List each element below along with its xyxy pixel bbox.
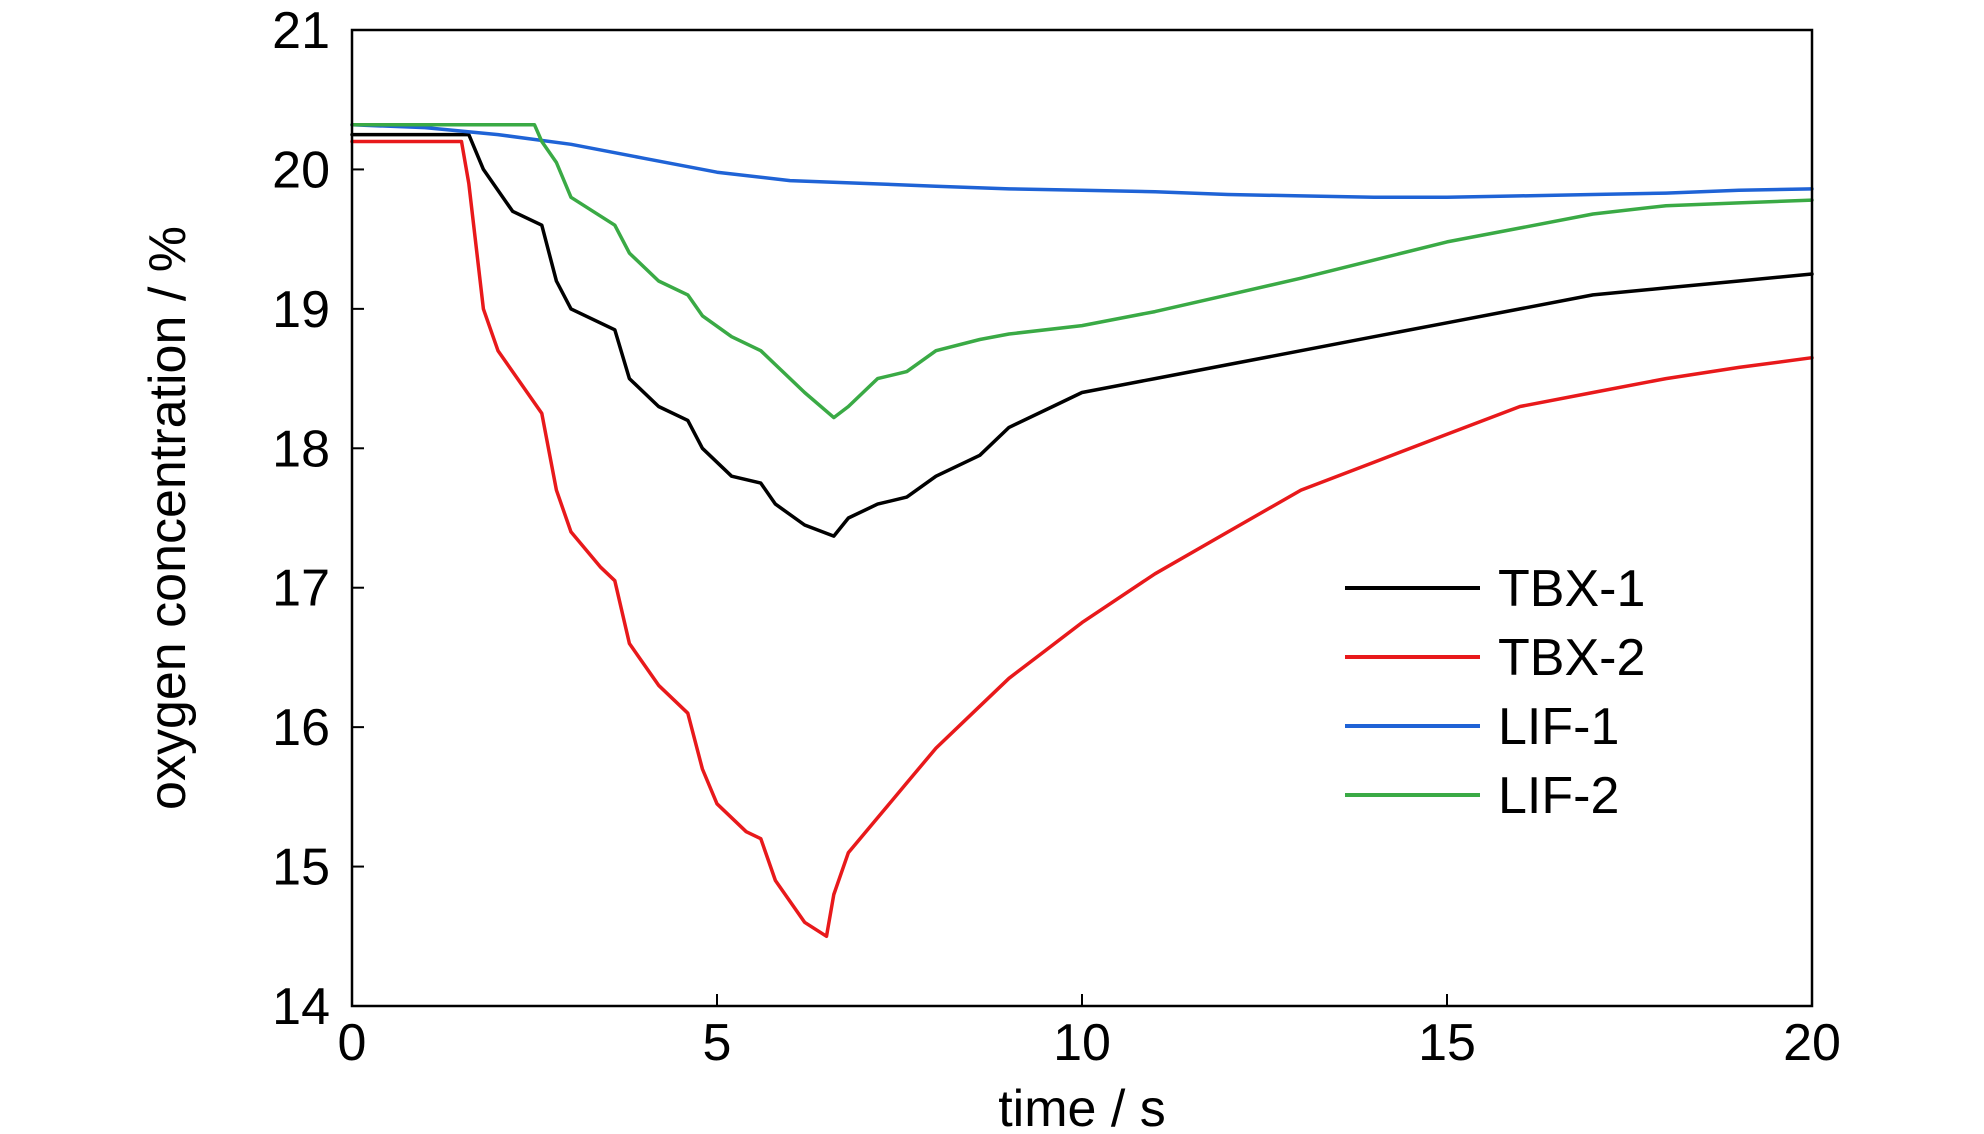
- series-layer: [350, 123, 1814, 939]
- x-axis-title: time / s: [998, 1080, 1166, 1134]
- legend-label-lif-2: LIF-2: [1498, 767, 1619, 825]
- y-axis-title: oxygen concentration / %: [139, 226, 197, 810]
- x-tick-label: 15: [1418, 1014, 1476, 1072]
- y-tick-label: 15: [272, 839, 330, 897]
- y-tick-label: 17: [272, 560, 330, 618]
- legend-label-lif-1: LIF-1: [1498, 698, 1619, 756]
- x-tick-label: 0: [338, 1014, 367, 1072]
- x-tick-label: 20: [1783, 1014, 1841, 1072]
- y-tick-label: 21: [272, 2, 330, 60]
- y-tick-label: 20: [272, 141, 330, 199]
- x-tick-label: 5: [703, 1014, 732, 1072]
- series-line-lif-1: [350, 123, 1814, 200]
- x-tick-label: 10: [1053, 1014, 1111, 1072]
- tick-layer: 0 5 10 15 20 14 15 16 17 18 19 20 21: [272, 2, 1841, 1072]
- y-tick-label: 16: [272, 699, 330, 757]
- legend: TBX-1 TBX-2 LIF-1 LIF-2: [1345, 560, 1645, 825]
- series-line-tbx-1: [350, 132, 1814, 538]
- legend-label-tbx-1: TBX-1: [1498, 560, 1645, 618]
- series-line-tbx-2: [350, 139, 1814, 939]
- y-tick-label: 14: [272, 978, 330, 1036]
- y-tick-label: 18: [272, 420, 330, 478]
- legend-label-tbx-2: TBX-2: [1498, 629, 1645, 687]
- y-tick-label: 19: [272, 281, 330, 339]
- series-line-lif-2: [350, 123, 1814, 420]
